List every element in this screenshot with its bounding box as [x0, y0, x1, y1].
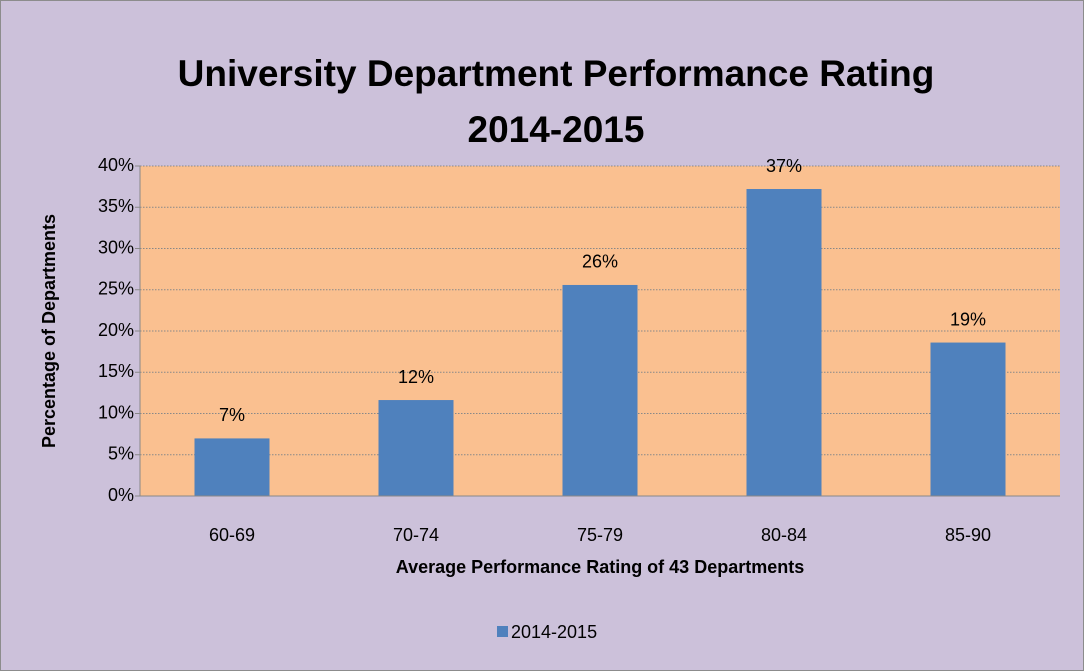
- legend-label: 2014-2015: [511, 622, 597, 642]
- y-axis-title: Percentage of Departments: [39, 214, 59, 448]
- y-tick-label: 15%: [98, 361, 134, 381]
- chart-title: University Department Performance Rating: [178, 53, 935, 94]
- y-tick-label: 10%: [98, 402, 134, 422]
- y-tick-label: 35%: [98, 196, 134, 216]
- x-tick-label: 75-79: [577, 525, 623, 545]
- data-label: 26%: [582, 252, 618, 272]
- chart-title: 2014-2015: [468, 109, 645, 150]
- legend-swatch: [497, 626, 508, 637]
- y-tick-label: 0%: [108, 485, 134, 505]
- x-tick-label: 80-84: [761, 525, 807, 545]
- y-tick-label: 25%: [98, 279, 134, 299]
- x-tick-label: 70-74: [393, 525, 439, 545]
- y-tick-label: 5%: [108, 444, 134, 464]
- x-tick-label: 85-90: [945, 525, 991, 545]
- bar: [194, 438, 270, 496]
- bar: [562, 284, 638, 496]
- y-tick-label: 20%: [98, 320, 134, 340]
- bar: [746, 189, 822, 496]
- data-label: 12%: [398, 367, 434, 387]
- data-label: 37%: [766, 156, 802, 176]
- bar: [378, 400, 454, 496]
- data-label: 19%: [950, 309, 986, 329]
- bar: [930, 342, 1006, 496]
- data-label: 7%: [219, 405, 245, 425]
- x-axis-title: Average Performance Rating of 43 Departm…: [396, 557, 804, 577]
- y-tick-label: 30%: [98, 237, 134, 257]
- x-tick-label: 60-69: [209, 525, 255, 545]
- y-tick-label: 40%: [98, 155, 134, 175]
